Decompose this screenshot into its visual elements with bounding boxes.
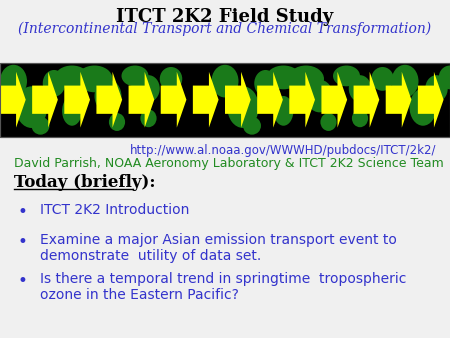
FancyArrow shape	[289, 72, 315, 128]
Ellipse shape	[137, 75, 160, 102]
Text: •: •	[18, 203, 27, 221]
FancyArrow shape	[257, 72, 283, 128]
Ellipse shape	[254, 70, 277, 97]
Ellipse shape	[333, 66, 360, 86]
Ellipse shape	[288, 66, 324, 92]
Text: David Parrish, NOAA Aeronomy Laboratory & ITCT 2K2 Science Team: David Parrish, NOAA Aeronomy Laboratory …	[14, 157, 443, 170]
Ellipse shape	[349, 75, 371, 102]
Ellipse shape	[0, 65, 27, 97]
Text: http://www.al.noaa.gov/WWWHD/pubdocs/ITCT/2k2/: http://www.al.noaa.gov/WWWHD/pubdocs/ITC…	[130, 144, 436, 156]
Bar	[0, 63, 450, 137]
Ellipse shape	[227, 86, 259, 128]
Ellipse shape	[109, 113, 125, 131]
FancyArrow shape	[0, 72, 26, 128]
Ellipse shape	[439, 66, 450, 89]
FancyArrow shape	[32, 72, 58, 128]
Ellipse shape	[352, 110, 368, 127]
Ellipse shape	[43, 70, 65, 97]
Ellipse shape	[160, 67, 182, 91]
Ellipse shape	[425, 75, 448, 102]
FancyArrow shape	[386, 72, 411, 128]
Ellipse shape	[32, 117, 50, 135]
Ellipse shape	[140, 110, 157, 127]
FancyArrow shape	[193, 72, 219, 128]
Ellipse shape	[122, 66, 148, 86]
Ellipse shape	[266, 66, 301, 89]
Text: Examine a major Asian emission transport event to
demonstrate  utility of data s: Examine a major Asian emission transport…	[40, 233, 397, 263]
FancyArrow shape	[64, 72, 90, 128]
Text: ITCT 2K2 Introduction: ITCT 2K2 Introduction	[40, 203, 190, 217]
Ellipse shape	[212, 65, 239, 97]
Ellipse shape	[371, 67, 394, 91]
Text: ITCT 2K2 Field Study: ITCT 2K2 Field Study	[117, 8, 333, 26]
Ellipse shape	[320, 113, 337, 131]
FancyArrow shape	[225, 72, 251, 128]
FancyArrow shape	[354, 72, 379, 128]
FancyArrow shape	[129, 72, 154, 128]
Ellipse shape	[274, 96, 293, 126]
Ellipse shape	[76, 66, 112, 92]
Text: •: •	[18, 272, 27, 290]
Text: Is there a temporal trend in springtime  tropospheric
ozone in the Eastern Pacif: Is there a temporal trend in springtime …	[40, 272, 407, 302]
Ellipse shape	[94, 80, 122, 112]
Ellipse shape	[392, 65, 418, 97]
Bar	[0, 63, 450, 137]
FancyArrow shape	[321, 72, 347, 128]
Text: •: •	[18, 233, 27, 251]
Ellipse shape	[62, 96, 82, 126]
Ellipse shape	[243, 117, 261, 135]
FancyArrow shape	[161, 72, 186, 128]
Ellipse shape	[16, 86, 47, 128]
FancyArrow shape	[96, 72, 122, 128]
Ellipse shape	[55, 66, 89, 89]
Ellipse shape	[410, 89, 436, 126]
Text: (Intercontinental Transport and Chemical Transformation): (Intercontinental Transport and Chemical…	[18, 22, 432, 37]
FancyArrow shape	[418, 72, 444, 128]
Text: Today (briefly):: Today (briefly):	[14, 174, 155, 191]
Ellipse shape	[306, 80, 333, 112]
